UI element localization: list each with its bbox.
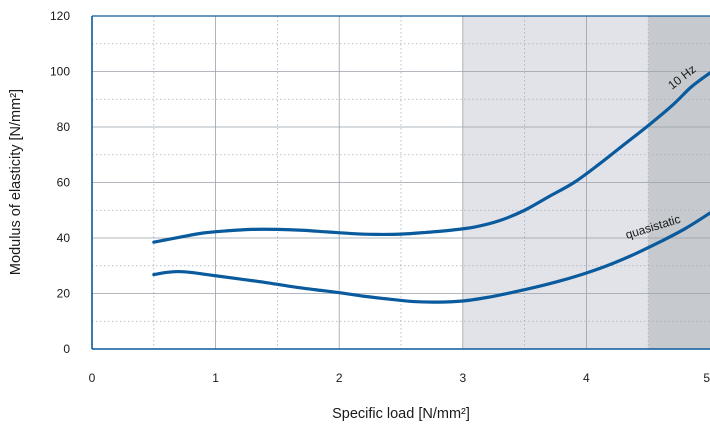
x-tick-label: 1 — [212, 371, 219, 385]
series-lines — [152, 71, 710, 304]
tick-labels: 0 20 40 60 80 100 120 0 1 2 3 4 5 — [50, 9, 710, 385]
x-tick-label: 5 — [703, 371, 710, 385]
y-tick-label: 0 — [63, 342, 70, 356]
y-tick-label: 20 — [57, 287, 71, 301]
x-tick-label: 3 — [459, 371, 466, 385]
y-tick-label: 120 — [50, 9, 70, 23]
series-line-quasistatic — [152, 211, 710, 304]
y-tick-label: 80 — [57, 120, 71, 134]
y-tick-label: 100 — [50, 65, 70, 79]
x-tick-label: 2 — [336, 371, 343, 385]
y-tick-label: 60 — [57, 176, 71, 190]
y-tick-label: 40 — [57, 231, 71, 245]
grid-lines — [92, 16, 710, 349]
axes — [91, 15, 710, 350]
x-axis-title: Specific load [N/mm²] — [332, 406, 470, 422]
y-axis-title: Modulus of elasticity [N/mm²] — [8, 89, 24, 275]
series-line-10-hz — [152, 71, 710, 244]
x-tick-label: 4 — [583, 371, 590, 385]
x-tick-label: 0 — [89, 371, 96, 385]
